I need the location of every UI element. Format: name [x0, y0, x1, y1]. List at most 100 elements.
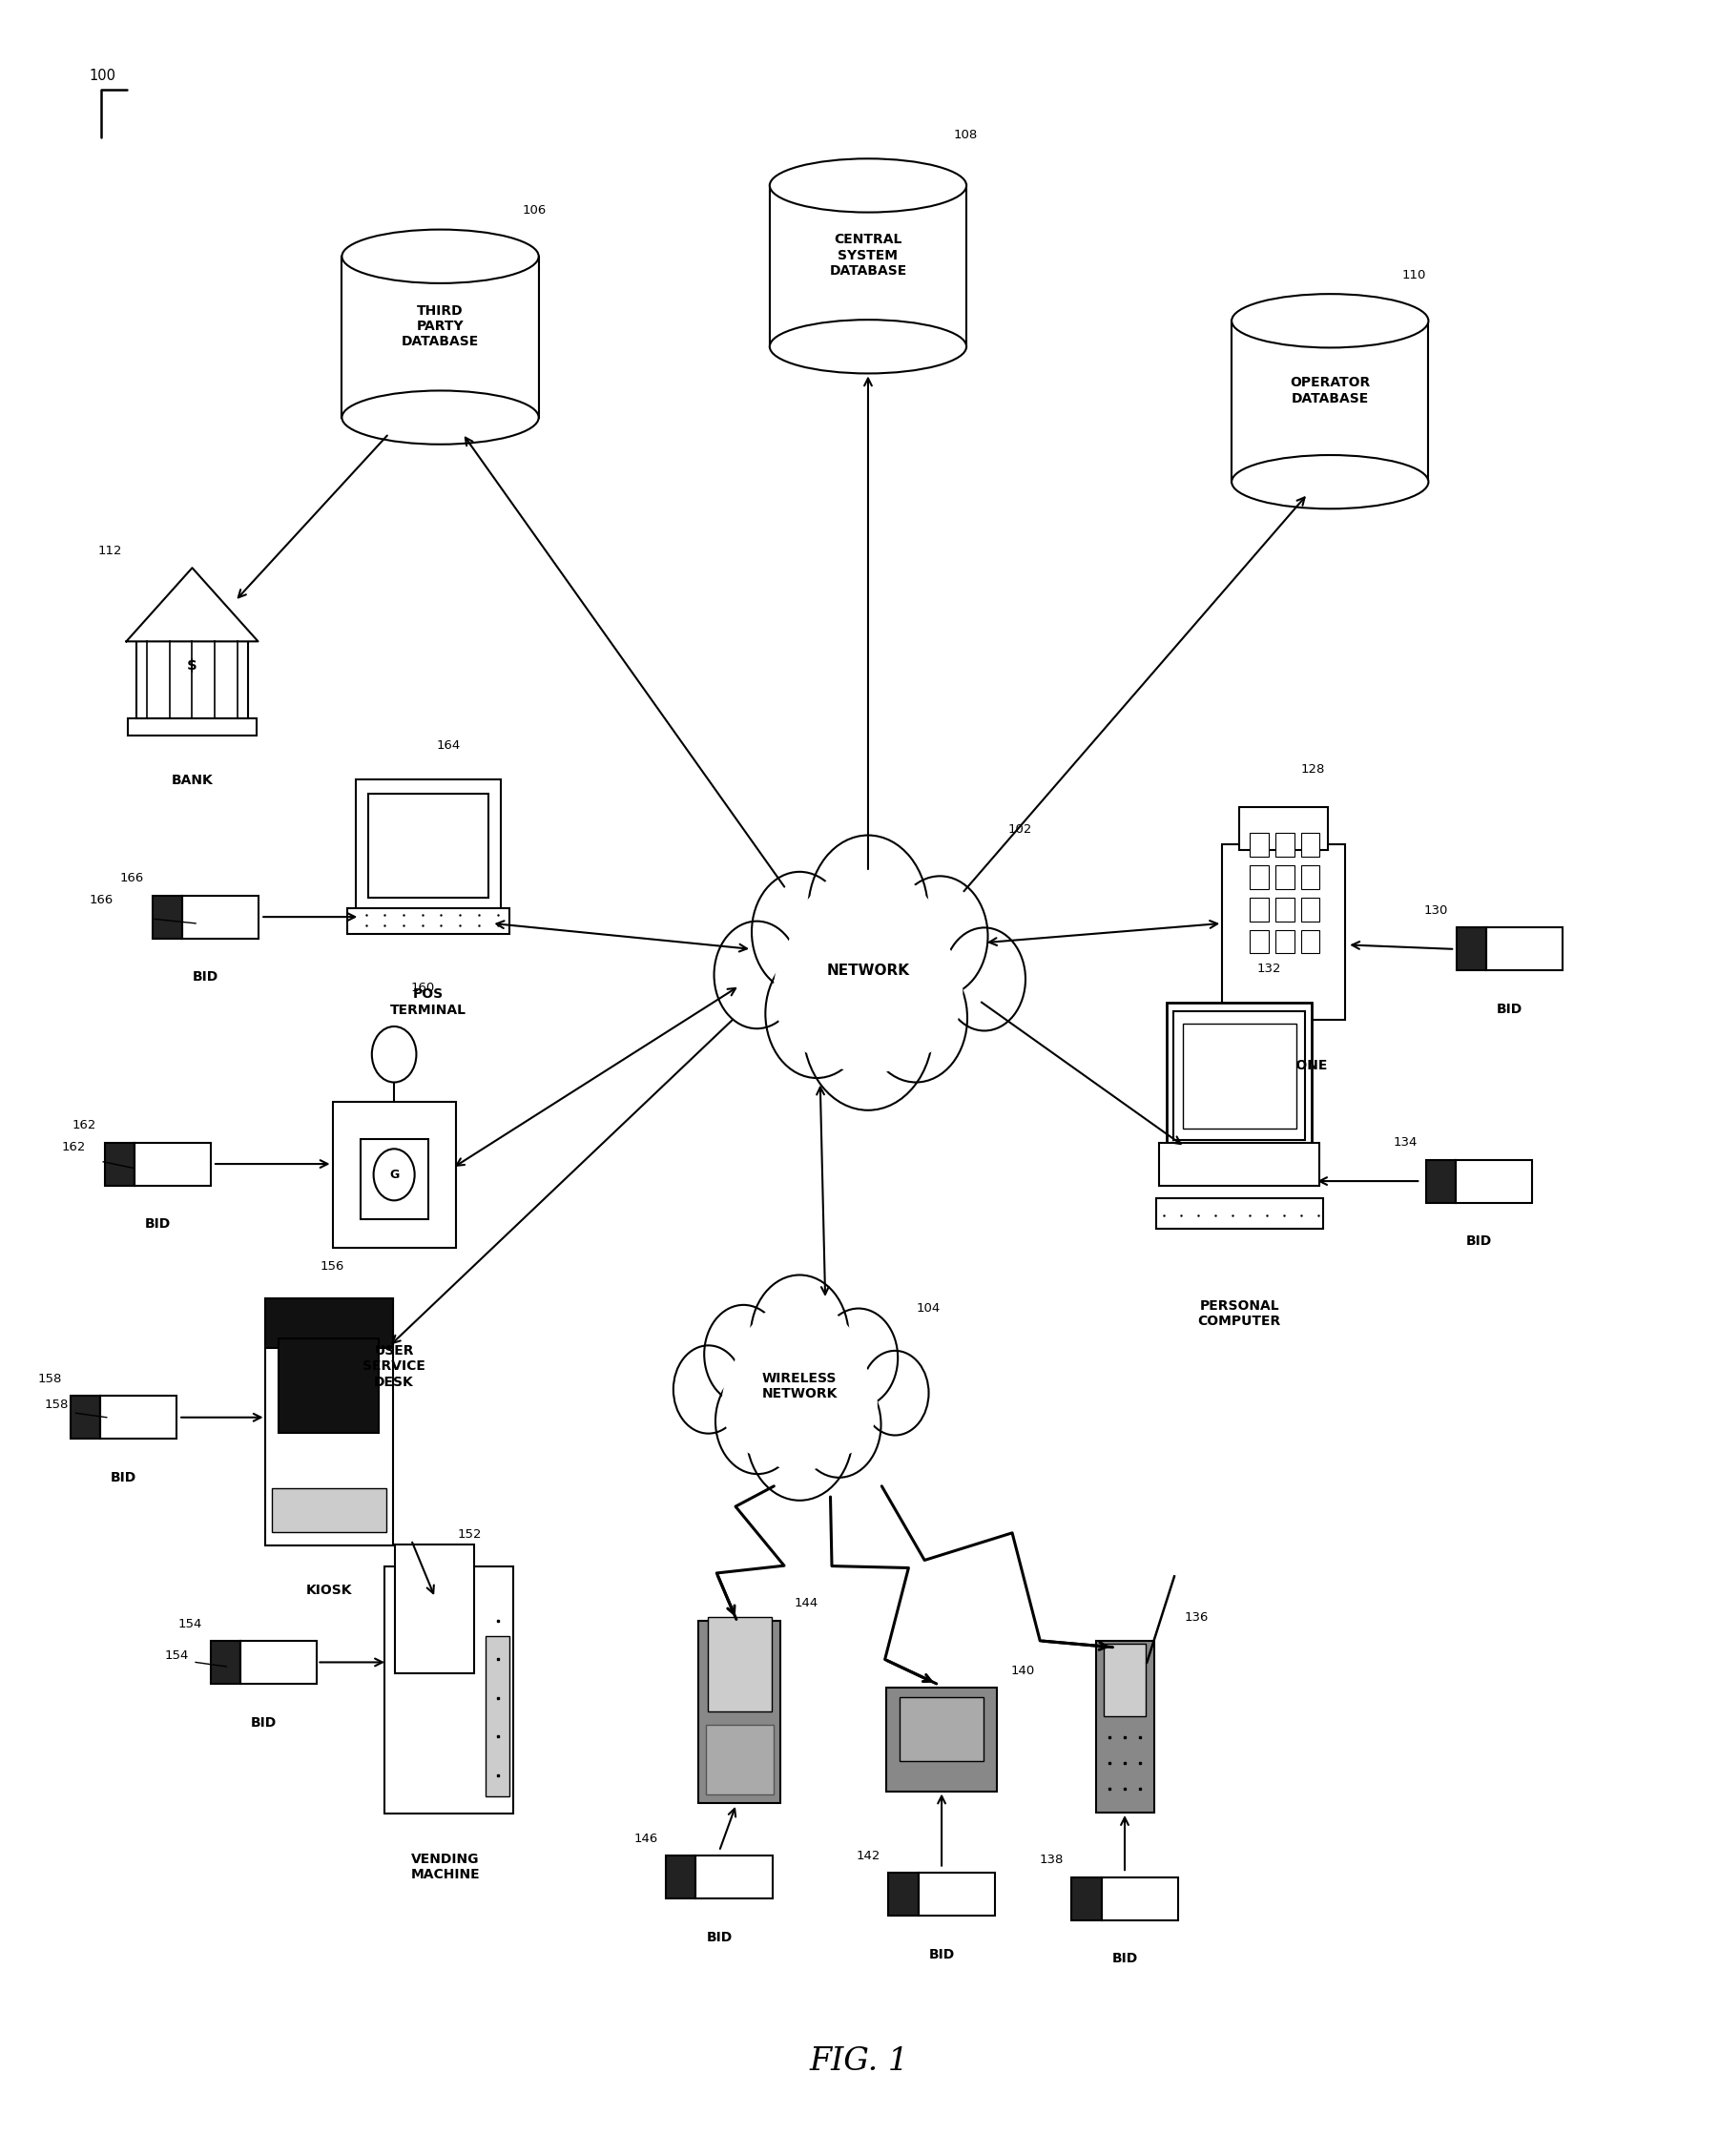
Text: CENTRAL
SYSTEM
DATABASE: CENTRAL SYSTEM DATABASE	[829, 233, 908, 278]
Bar	[100, 1395, 177, 1438]
Bar	[278, 1339, 380, 1432]
Text: BID: BID	[193, 970, 218, 983]
Bar	[705, 1725, 774, 1794]
Text: 162: 162	[62, 1141, 86, 1153]
Text: BID: BID	[707, 1932, 732, 1945]
Text: 164: 164	[437, 740, 461, 752]
Ellipse shape	[342, 229, 538, 282]
Bar	[70, 1395, 100, 1438]
Bar	[1155, 1199, 1324, 1229]
Circle shape	[765, 949, 868, 1078]
Text: 128: 128	[1301, 763, 1325, 776]
Text: 160: 160	[411, 981, 435, 994]
Circle shape	[715, 1369, 799, 1475]
Text: BID: BID	[251, 1716, 277, 1729]
Bar	[1275, 897, 1294, 921]
Text: 154: 154	[165, 1649, 189, 1662]
Text: 104: 104	[916, 1302, 940, 1315]
Text: BID: BID	[1112, 1951, 1138, 1966]
Circle shape	[774, 927, 877, 1056]
Text: 110: 110	[1403, 270, 1427, 280]
Circle shape	[860, 927, 963, 1056]
Bar	[385, 1567, 512, 1813]
Bar	[342, 257, 538, 418]
Text: PERSONAL
COMPUTER: PERSONAL COMPUTER	[1198, 1300, 1281, 1328]
Text: BID: BID	[928, 1949, 954, 1962]
Bar	[1275, 929, 1294, 953]
Bar	[889, 1874, 918, 1917]
Text: 134: 134	[1392, 1136, 1416, 1149]
Bar	[356, 780, 500, 912]
Ellipse shape	[770, 319, 966, 373]
Circle shape	[892, 875, 988, 996]
Text: 108: 108	[954, 129, 978, 142]
Text: TELEPHONE: TELEPHONE	[1239, 1059, 1327, 1072]
Bar	[486, 1636, 509, 1796]
Circle shape	[713, 921, 799, 1028]
Circle shape	[944, 927, 1026, 1031]
Text: 140: 140	[1011, 1664, 1035, 1677]
Text: 136: 136	[1184, 1611, 1208, 1623]
Text: $: $	[187, 658, 198, 673]
Bar	[1301, 929, 1320, 953]
Ellipse shape	[1231, 293, 1428, 347]
Text: 142: 142	[856, 1850, 880, 1863]
Circle shape	[786, 867, 951, 1074]
Bar	[1275, 832, 1294, 856]
Bar	[1487, 927, 1563, 970]
Text: 162: 162	[72, 1119, 96, 1132]
Bar	[1167, 1003, 1312, 1149]
Bar	[1250, 897, 1269, 921]
Bar	[1250, 832, 1269, 856]
Bar	[1239, 806, 1329, 849]
Bar	[182, 895, 260, 938]
Bar	[1104, 1643, 1145, 1716]
Text: 112: 112	[98, 545, 122, 556]
Text: 166: 166	[120, 873, 144, 884]
Circle shape	[751, 871, 847, 992]
Text: VENDING
MACHINE: VENDING MACHINE	[411, 1852, 480, 1882]
Text: 106: 106	[523, 205, 547, 216]
Bar	[241, 1641, 316, 1684]
Text: WIRELESS
NETWORK: WIRELESS NETWORK	[762, 1371, 837, 1401]
Bar	[696, 1856, 772, 1899]
Text: FIG. 1: FIG. 1	[810, 2046, 909, 2076]
Text: G: G	[388, 1169, 399, 1181]
Circle shape	[865, 953, 968, 1082]
Text: BID: BID	[1497, 1003, 1523, 1015]
Bar	[1231, 321, 1428, 483]
Circle shape	[722, 1350, 806, 1457]
Bar	[667, 1856, 696, 1899]
Text: 152: 152	[457, 1529, 481, 1542]
Bar	[1102, 1878, 1178, 1921]
Bar	[368, 793, 488, 897]
Circle shape	[751, 1274, 849, 1399]
Text: 146: 146	[634, 1833, 658, 1846]
Text: BID: BID	[110, 1470, 138, 1485]
Bar	[1301, 897, 1320, 921]
Text: THIRD
PARTY
DATABASE: THIRD PARTY DATABASE	[402, 304, 480, 349]
Bar	[1456, 927, 1487, 970]
Text: KIOSK: KIOSK	[306, 1585, 352, 1598]
Text: OPERATOR
DATABASE: OPERATOR DATABASE	[1289, 375, 1370, 405]
Text: BANK: BANK	[172, 774, 213, 787]
Text: 100: 100	[89, 69, 117, 84]
Bar	[1095, 1641, 1153, 1813]
Circle shape	[792, 1350, 877, 1457]
Text: 130: 130	[1423, 906, 1447, 916]
Text: 138: 138	[1038, 1854, 1062, 1867]
Text: 166: 166	[89, 895, 113, 906]
Text: NETWORK: NETWORK	[827, 964, 909, 979]
Bar	[708, 1617, 772, 1712]
Bar	[770, 185, 966, 347]
Text: 158: 158	[38, 1373, 62, 1384]
Ellipse shape	[770, 160, 966, 211]
Bar	[136, 640, 248, 718]
Bar	[105, 1143, 134, 1186]
Bar	[395, 1544, 474, 1673]
Bar	[361, 1138, 428, 1218]
Bar	[1174, 1011, 1305, 1141]
Text: USER
SERVICE
DESK: USER SERVICE DESK	[363, 1345, 426, 1388]
Bar	[698, 1621, 780, 1802]
Circle shape	[803, 946, 933, 1110]
